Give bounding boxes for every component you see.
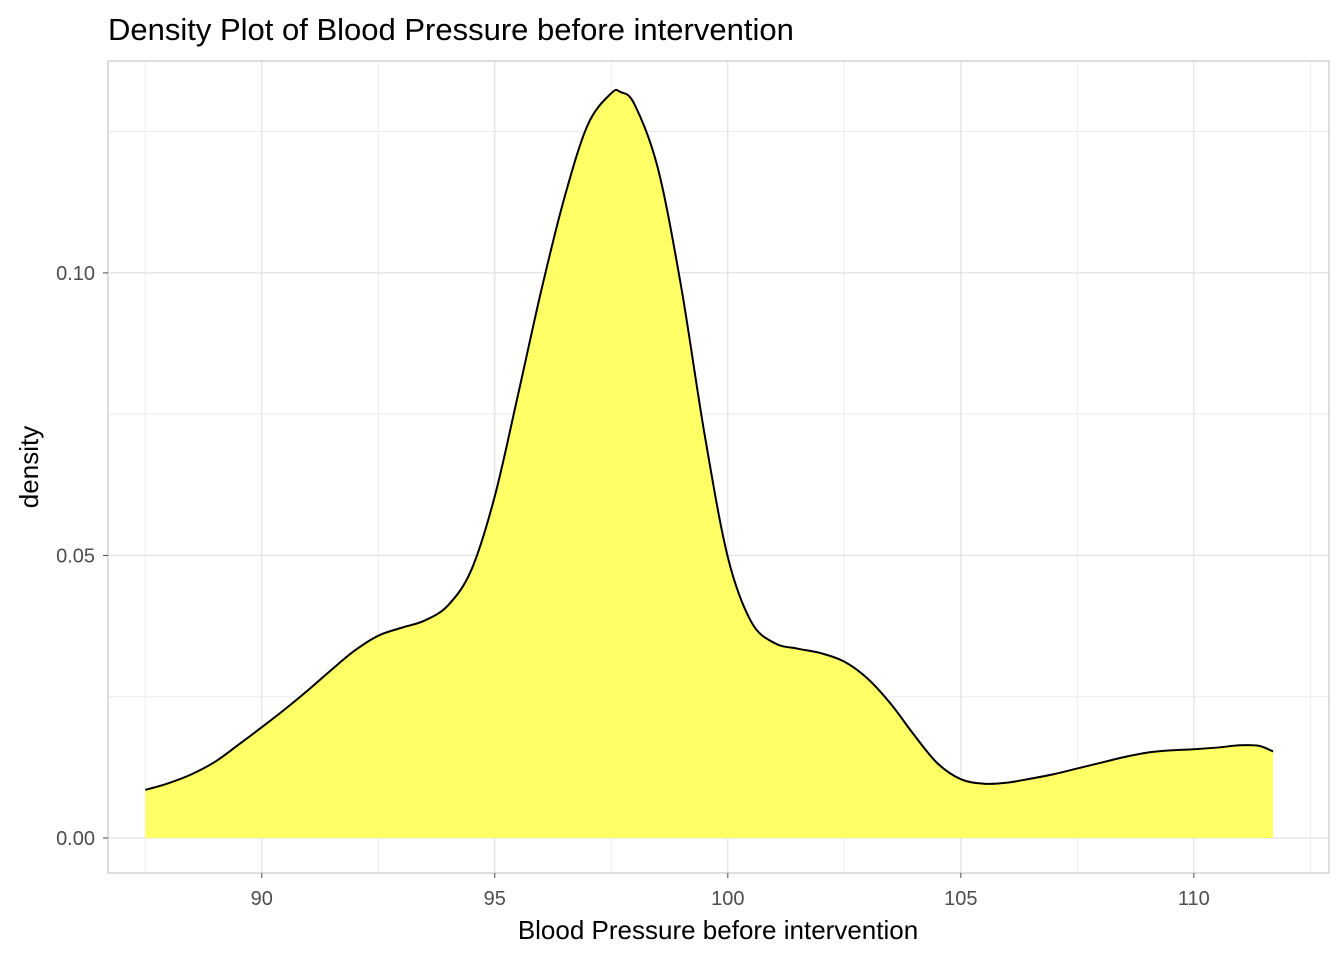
grid-lines bbox=[108, 61, 1329, 873]
density-area bbox=[145, 88, 1274, 838]
x-tick-label: 110 bbox=[1178, 888, 1210, 910]
x-axis-title: Blood Pressure before intervention bbox=[518, 915, 918, 945]
y-axis-title: density bbox=[14, 426, 44, 508]
density-line bbox=[145, 88, 1274, 791]
x-tick-label: 90 bbox=[251, 888, 273, 910]
y-tick-label: 0.00 bbox=[56, 828, 95, 850]
y-tick-label: 0.10 bbox=[56, 263, 95, 285]
x-tick-label: 100 bbox=[711, 888, 744, 910]
y-tick-label: 0.05 bbox=[56, 545, 95, 567]
x-tick-label: 95 bbox=[484, 888, 506, 910]
chart-title: Density Plot of Blood Pressure before in… bbox=[108, 12, 794, 47]
x-tick-label: 105 bbox=[944, 888, 977, 910]
panel-border bbox=[107, 60, 1330, 874]
axes: 90 95 100 105 110 0.00 0.05 0.10 bbox=[56, 263, 1210, 910]
